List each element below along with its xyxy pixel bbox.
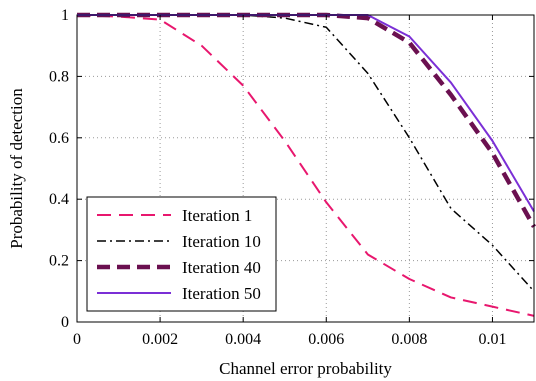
x-tick-label-0-004: 0.004 <box>225 331 261 348</box>
legend-label-iteration-50: Iteration 50 <box>182 284 261 303</box>
x-tick-label-0-006: 0.006 <box>308 331 344 348</box>
series-line-iteration-40 <box>77 12 536 228</box>
y-tick-labels: 0 0.2 0.4 0.6 0.8 1 <box>49 7 69 331</box>
y-tick-label-0-8: 0.8 <box>49 68 69 85</box>
x-axis-title: Channel error probability <box>219 359 392 378</box>
y-tick-label-1: 1 <box>61 7 69 24</box>
legend-label-iteration-1: Iteration 1 <box>182 206 252 225</box>
legend-label-iteration-40: Iteration 40 <box>182 258 261 277</box>
y-tick-label-0-6: 0.6 <box>49 130 69 147</box>
series-line-iteration-1 <box>76 14 535 317</box>
y-tick-label-0-2: 0.2 <box>49 253 69 270</box>
axis-ticks <box>76 14 534 323</box>
x-tick-label-0-002: 0.002 <box>142 331 178 348</box>
plot-frame <box>76 14 535 323</box>
legend: Iteration 1 Iteration 10 Iteration 40 It… <box>86 196 277 312</box>
x-tick-labels: 0 0.002 0.004 0.006 0.008 0.01 <box>73 331 506 348</box>
y-tick-label-0: 0 <box>61 314 69 331</box>
y-tick-label-0-4: 0.4 <box>49 191 69 208</box>
x-tick-label-0-01: 0.01 <box>478 331 506 348</box>
x-tick-label-0: 0 <box>73 331 81 348</box>
legend-label-iteration-10: Iteration 10 <box>182 232 261 251</box>
x-tick-label-0-008: 0.008 <box>391 331 427 348</box>
y-axis-title: Probability of detection <box>7 88 26 249</box>
